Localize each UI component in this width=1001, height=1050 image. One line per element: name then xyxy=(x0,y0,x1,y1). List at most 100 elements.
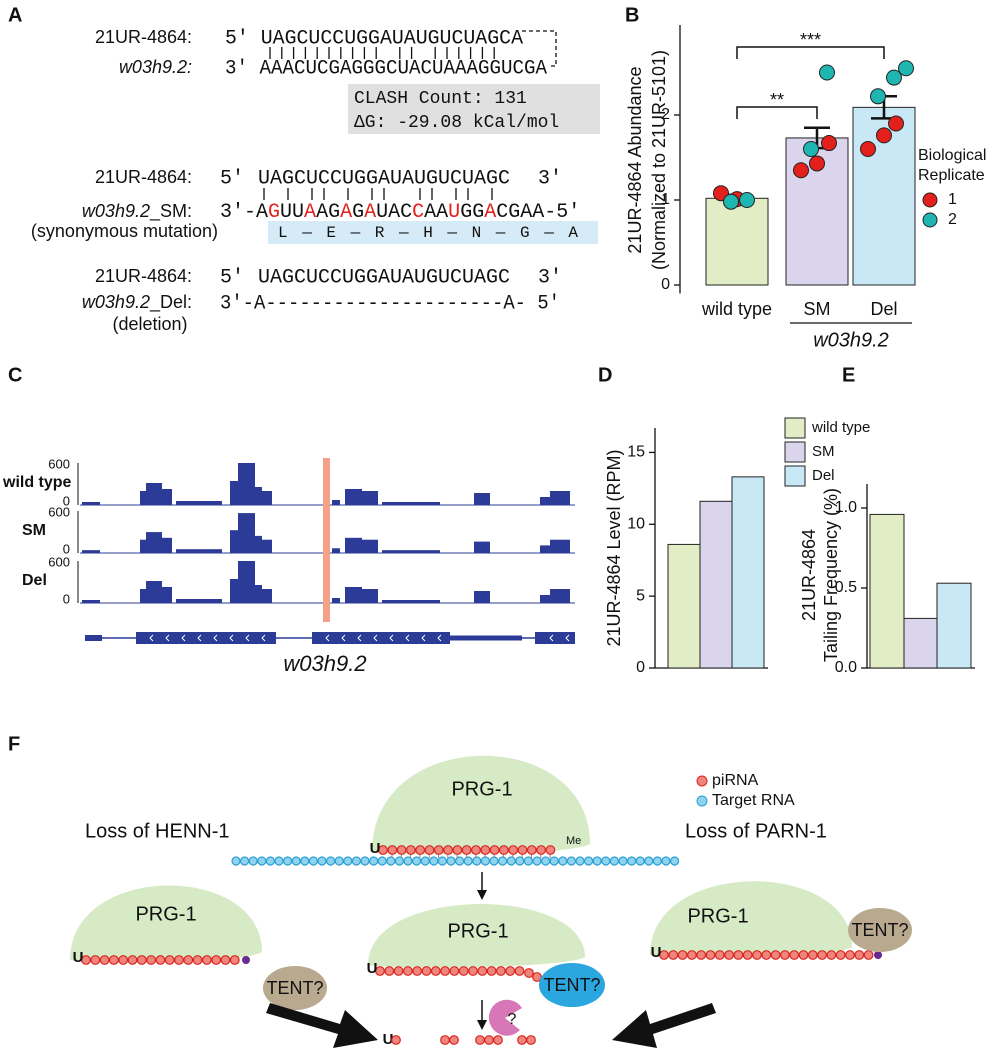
mutation-note: (synonymous mutation) xyxy=(31,221,218,241)
coverage xyxy=(550,491,570,505)
nucleotide xyxy=(229,955,240,965)
nucleotide xyxy=(661,856,671,866)
coverage xyxy=(255,585,262,603)
y-tick-label: 15 xyxy=(627,444,645,461)
nucleotide xyxy=(458,966,469,976)
bar xyxy=(936,582,972,669)
nucleotide xyxy=(360,856,370,866)
nucleotide xyxy=(326,856,336,866)
nucleotide xyxy=(714,950,725,960)
coverage xyxy=(82,600,100,603)
nucleotide xyxy=(618,856,628,866)
nucleotide xyxy=(429,856,439,866)
strand-arrow xyxy=(389,634,394,642)
bar xyxy=(667,543,701,669)
terminus xyxy=(874,951,882,959)
nucleotide xyxy=(468,966,478,976)
y-tick-label: 1.0 xyxy=(835,499,857,516)
replicate-point xyxy=(898,60,914,77)
coverage xyxy=(255,487,262,505)
nucleotide xyxy=(334,856,344,866)
sequence-segment: AG xyxy=(316,201,340,224)
strand-arrow xyxy=(181,634,186,642)
nucleotide xyxy=(558,856,568,866)
coverage xyxy=(540,545,550,553)
strand-arrow xyxy=(229,634,234,642)
coverage xyxy=(140,589,146,603)
strand-arrow xyxy=(565,634,570,642)
replicate-point xyxy=(723,193,739,210)
coverage xyxy=(474,541,490,553)
significance-bracket xyxy=(736,106,818,119)
replicate-point xyxy=(888,115,904,132)
legend-label: 2 xyxy=(948,211,957,228)
condition-title: Loss of HENN-1 xyxy=(85,820,230,842)
strand-arrow xyxy=(149,634,154,642)
y-axis-label: 21UR-4864 Abundance xyxy=(625,66,645,253)
fragment xyxy=(440,1035,450,1045)
legend-swatch xyxy=(784,441,806,463)
uridine: U xyxy=(367,960,378,977)
replicate-point xyxy=(809,155,825,172)
coverage xyxy=(146,581,162,603)
nucleotide xyxy=(387,845,398,855)
nucleotide xyxy=(480,856,490,866)
coverage xyxy=(238,463,255,505)
sequence-segment: UU xyxy=(280,201,304,224)
target-sequence: 3′-A---------------------A- 5′ xyxy=(220,292,560,315)
nucleotide xyxy=(545,845,556,855)
prg1-complex xyxy=(368,903,585,968)
nucleotide xyxy=(446,856,456,866)
scale-min: 0 xyxy=(63,591,70,606)
y-tick-label: 5 xyxy=(636,587,645,604)
sequence-segment: A xyxy=(304,201,316,224)
nucleotide xyxy=(798,950,809,960)
nucleotide xyxy=(274,856,284,866)
big-arrow xyxy=(612,1003,716,1048)
strand-arrow xyxy=(341,634,346,642)
target-label: w03h9.2_Del: xyxy=(82,292,192,313)
complex-label: PRG-1 xyxy=(135,903,196,925)
coverage xyxy=(345,489,362,505)
nucleotide xyxy=(396,845,407,855)
nucleotide xyxy=(752,950,762,960)
scale-max: 600 xyxy=(48,554,70,569)
pirna-label: 21UR-4864: xyxy=(95,266,192,286)
nucleotide xyxy=(549,856,559,866)
coverage xyxy=(382,502,440,505)
bar xyxy=(869,513,905,669)
three-prime: 3′ xyxy=(538,167,562,190)
five-prime: 5′ xyxy=(220,266,244,289)
big-arrow xyxy=(266,1003,378,1048)
nucleotide xyxy=(733,950,744,960)
nucleotide xyxy=(536,845,546,855)
significance-bracket xyxy=(736,46,885,59)
exon xyxy=(312,632,450,644)
exon xyxy=(470,635,522,641)
coverage xyxy=(382,600,440,603)
coverage xyxy=(362,491,378,505)
gene-name: w03h9.2 xyxy=(82,201,150,221)
nucleotide xyxy=(480,845,491,855)
nucleotide xyxy=(526,845,537,855)
nucleotide xyxy=(351,856,361,866)
nucleotide xyxy=(835,950,846,960)
coverage xyxy=(230,530,238,553)
suffix: _Del: xyxy=(149,292,192,313)
nucleotide xyxy=(136,955,147,965)
coverage xyxy=(262,491,272,505)
gene-label: w03h9.2 xyxy=(283,651,366,676)
terminus xyxy=(242,956,250,964)
sequence-segment: AA xyxy=(424,201,448,224)
y-tick-label: 10 xyxy=(627,516,645,533)
nucleotide xyxy=(155,955,166,965)
nucleotide xyxy=(696,950,707,960)
coverage xyxy=(345,537,362,553)
nucleotide xyxy=(283,856,293,866)
uridine: U xyxy=(73,949,84,966)
nucleotide xyxy=(118,955,129,965)
nucleotide xyxy=(845,950,855,960)
strand-arrow xyxy=(197,634,202,642)
nucleotide xyxy=(644,856,654,866)
fragment xyxy=(493,1035,503,1045)
